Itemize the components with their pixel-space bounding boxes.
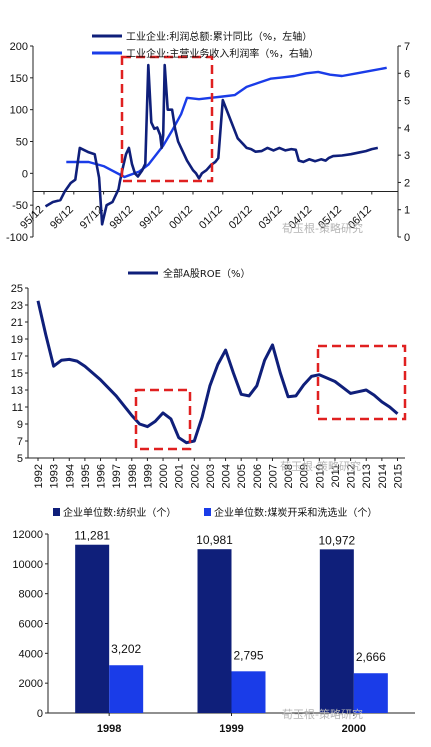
x-tick-label-2: 2010	[314, 464, 326, 488]
x-tick-label-2: 2004	[221, 464, 233, 488]
y-tick-label-3: 6000	[19, 619, 43, 631]
x-tick-label-2: 1999	[142, 464, 154, 488]
y-tick-label-2: 13	[11, 385, 23, 397]
data-label-coal-1998: 3,202	[111, 642, 141, 656]
x-tick-label-2: 1994	[64, 464, 76, 488]
x-tick-label-3: 1998	[97, 723, 121, 735]
y-tick-label-right: 7	[404, 41, 410, 53]
y-tick-label-right: 1	[404, 205, 410, 217]
x-tick-label-1: 96/12	[48, 204, 76, 232]
y-tick-label-2: 5	[17, 453, 23, 465]
highlight-box-1998-2000	[120, 55, 214, 183]
legend-label-coal: 企业单位数:煤炭开采和洗选业（个）	[214, 506, 377, 519]
series-line-profit-growth	[44, 63, 379, 226]
y-tick-label-right: 2	[404, 177, 410, 189]
y-tick-label-2: 23	[11, 300, 23, 312]
bar-coal-1998	[109, 665, 144, 713]
x-tick-label-2: 2008	[283, 464, 295, 488]
y-tick-label-2: 7	[17, 436, 23, 448]
x-tick-label-2: 2006	[252, 464, 264, 488]
legend-label-roe: 全部A股ROE（%）	[163, 267, 250, 280]
y-tick-label-right: 3	[404, 150, 410, 162]
y-tick-label-left: 50	[16, 137, 28, 149]
x-tick-label-2: 2012	[346, 464, 358, 488]
y-tick-label-left: -50	[12, 200, 28, 212]
x-tick-label-2: 2015	[393, 464, 405, 488]
y-tick-label-left: 0	[22, 168, 28, 180]
x-tick-label-2: 2011	[330, 464, 342, 488]
x-tick-label-2: 1996	[96, 464, 108, 488]
bar-textile-1998	[75, 544, 110, 713]
x-tick-label-1: 98/12	[108, 204, 136, 232]
y-tick-label-2: 9	[17, 419, 23, 431]
x-tick-label-2: 2003	[205, 464, 217, 488]
x-tick-label-1: 03/12	[257, 204, 285, 232]
x-tick-label-1: 01/12	[197, 204, 225, 232]
x-tick-label-2: 2005	[236, 464, 248, 488]
x-tick-label-2: 2009	[299, 464, 311, 488]
data-label-coal-2000: 2,666	[356, 650, 386, 664]
y-tick-label-right: 6	[404, 68, 410, 80]
highlight-box-2010-2015	[316, 344, 407, 421]
series-line-profit-margin	[66, 66, 387, 179]
data-label-textile-1998: 11,281	[74, 529, 110, 543]
x-tick-label-1: 99/12	[137, 204, 165, 232]
y-tick-label-2: 15	[11, 368, 23, 380]
y-tick-label-2: 21	[11, 317, 23, 329]
legend-swatch-textile	[53, 508, 60, 516]
y-tick-label-3: 2000	[19, 678, 43, 690]
y-tick-label-right: 0	[404, 232, 410, 244]
y-tick-label-right: 5	[404, 96, 410, 108]
y-tick-label-left: 200	[10, 41, 28, 53]
y-tick-label-2: 11	[12, 402, 23, 414]
y-tick-label-3: 0	[37, 708, 43, 720]
x-tick-label-2: 2000	[158, 464, 170, 488]
y-tick-label-left: -100	[6, 232, 28, 244]
x-tick-label-2: 1993	[49, 464, 61, 488]
x-tick-label-2: 2007	[267, 464, 279, 488]
y-tick-label-2: 17	[11, 351, 23, 363]
y-tick-label-3: 10000	[12, 559, 43, 571]
bar-coal-1999	[231, 671, 266, 713]
y-tick-label-2: 25	[11, 283, 23, 295]
x-tick-label-1: 00/12	[167, 204, 195, 232]
bar-textile-2000	[319, 549, 354, 713]
x-tick-label-2: 1998	[127, 464, 139, 488]
y-tick-label-3: 8000	[19, 589, 43, 601]
watermark-1: 荀玉根-策略研究	[282, 221, 363, 235]
legend-label-profit-growth: 工业企业:利润总额:累计同比（%，左轴）	[126, 30, 312, 43]
x-tick-label-2: 2014	[377, 464, 389, 488]
x-tick-label-3: 1999	[219, 723, 243, 735]
watermark-3: 荀玉根-策略研究	[282, 707, 363, 721]
x-tick-label-2: 1995	[80, 464, 92, 488]
x-tick-label-2: 1997	[111, 464, 123, 488]
y-tick-label-2: 19	[11, 334, 23, 346]
x-tick-label-2: 2001	[174, 464, 186, 488]
data-label-textile-1999: 10,981	[196, 533, 233, 547]
x-tick-label-2: 2013	[361, 464, 373, 488]
bar-coal-2000	[353, 673, 388, 713]
x-tick-label-2: 2002	[189, 464, 201, 488]
y-tick-label-right: 4	[404, 123, 410, 135]
legend-label-profit-margin: 工业企业:主营业务收入利润率（%，右轴）	[126, 47, 319, 60]
bar-textile-1999	[197, 549, 232, 713]
watermark-2: 荀玉根-策略研究	[280, 459, 361, 473]
data-label-coal-1999: 2,795	[233, 648, 263, 662]
y-tick-label-3: 12000	[12, 529, 43, 541]
data-label-textile-2000: 10,972	[318, 533, 355, 547]
legend-label-textile: 企业单位数:纺织业（个）	[63, 506, 176, 519]
x-tick-label-1: 02/12	[227, 204, 255, 232]
series-line-roe	[36, 300, 399, 445]
highlight-box-1999-2002	[134, 388, 192, 451]
y-tick-label-left: 100	[10, 105, 28, 117]
legend-swatch-coal	[204, 508, 211, 516]
x-tick-label-3: 2000	[342, 723, 366, 735]
y-tick-label-left: 150	[10, 73, 28, 85]
x-tick-label-2: 1992	[33, 464, 45, 488]
y-tick-label-3: 4000	[19, 648, 43, 660]
